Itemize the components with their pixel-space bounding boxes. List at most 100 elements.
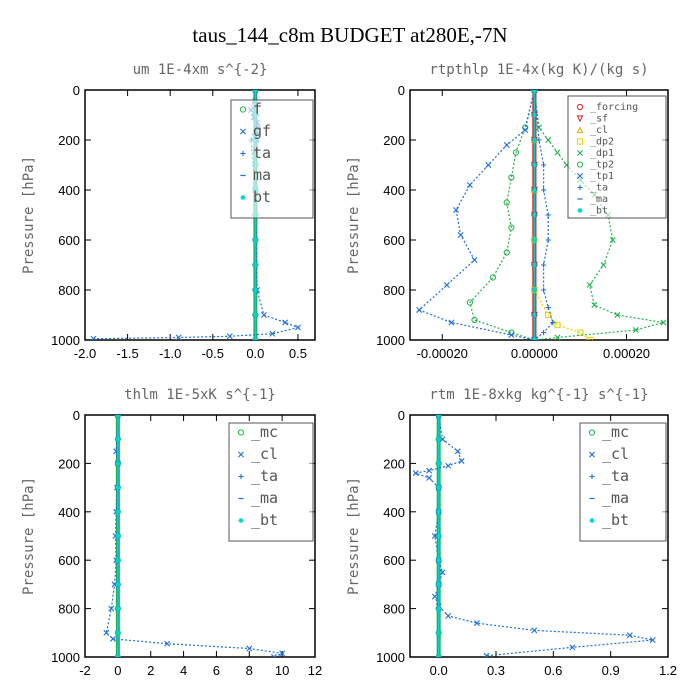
legend-marker [577, 184, 583, 191]
data-point [550, 319, 556, 326]
data-point [541, 187, 547, 193]
legend-marker [576, 138, 584, 145]
data-point [503, 199, 510, 206]
y-tick-label: 0 [73, 408, 80, 423]
data-point [600, 262, 607, 268]
series-line [418, 90, 535, 340]
legend-entry: _cl [602, 445, 629, 463]
x-tick-label: -0.00020 [417, 346, 468, 361]
data-point [439, 436, 446, 443]
series-bt [531, 90, 537, 340]
x-tick-label: 8 [246, 663, 253, 678]
legend-entry: _bt [251, 511, 278, 529]
data-point [436, 630, 442, 636]
y-tick-label: 1000 [376, 333, 405, 348]
x-tick-label: 6 [213, 663, 220, 678]
data-point [453, 207, 460, 213]
legend-entry: _mc [602, 423, 629, 441]
data-point [416, 307, 423, 313]
y-tick-label: 0 [73, 83, 80, 98]
legend-entry: _mc [251, 423, 278, 441]
legend-marker [577, 173, 583, 179]
data-point [503, 249, 510, 256]
x-tick-label: 0.9 [602, 663, 620, 678]
legend-entry: _dp1 [590, 148, 614, 159]
data-point [270, 654, 277, 657]
panel-title: rtpthlp 1E-4x(kg K)/(kg s) [429, 62, 648, 78]
data-point [531, 187, 537, 193]
data-point [164, 640, 171, 647]
legend-marker [588, 429, 596, 436]
data-point [660, 319, 667, 326]
data-point [115, 436, 121, 442]
data-point [252, 312, 258, 318]
legend-marker [240, 150, 246, 157]
data-point [269, 330, 276, 337]
data-point [471, 257, 478, 263]
legend-marker [577, 150, 583, 156]
legend-entry: _dp2 [590, 137, 614, 148]
y-tick-label: 600 [383, 553, 405, 568]
y-tick-label: 1000 [51, 650, 80, 665]
data-point [508, 224, 515, 231]
data-point [531, 90, 537, 93]
legend-entry: _ma [590, 194, 608, 205]
data-point [445, 612, 452, 619]
data-point [473, 620, 480, 627]
legend-entry: _forcing [590, 102, 638, 113]
y-tick-label: 800 [383, 602, 405, 617]
data-point [431, 533, 438, 539]
chart-panel-3: thlm 1E-5xK s^{-1} Pressure [hPa] 0 200 400 6… [21, 387, 322, 678]
series-line [413, 415, 653, 657]
legend-entry: _ta [251, 467, 278, 485]
data-point [426, 474, 433, 481]
data-point [545, 311, 552, 319]
legend: _mc _cl _ta _ma _bt [228, 422, 314, 542]
legend-box [579, 422, 667, 542]
x-tick-label: 0.5 [289, 346, 307, 361]
x-tick-label: 0.0 [430, 663, 448, 678]
plot-frame [84, 414, 316, 658]
data-point [431, 593, 438, 600]
legend-box [228, 422, 314, 542]
data-point [541, 262, 547, 268]
data-point [226, 333, 233, 340]
y-tick-label: 1000 [376, 650, 405, 665]
data-point [545, 137, 552, 143]
legend-marker [589, 451, 595, 458]
series-tp1 [416, 90, 538, 340]
data-point [522, 127, 529, 133]
x-tick-label: -2.0 [74, 346, 96, 361]
legend-marker [576, 103, 584, 111]
legend-marker [576, 161, 584, 168]
data-point [545, 212, 551, 218]
y-tick-label: 200 [58, 456, 80, 471]
x-tick-label: 0.00000 [511, 346, 558, 361]
data-point [454, 448, 461, 455]
y-tick-label: 200 [383, 133, 405, 148]
legend-entry: ma [253, 166, 271, 184]
y-tick-label: 600 [58, 553, 80, 568]
series-line [469, 90, 535, 340]
data-point [545, 304, 551, 311]
legend-marker [238, 451, 244, 458]
data-point [436, 509, 442, 515]
y-tick-label: 400 [383, 183, 405, 198]
panel-title: thlm 1E-5xK s^{-1} [124, 387, 276, 403]
y-tick-label: 0 [398, 83, 405, 98]
data-point [609, 237, 616, 243]
data-point [436, 557, 442, 563]
data-point [260, 312, 267, 318]
data-point [541, 329, 547, 336]
legend-marker [239, 106, 247, 113]
legend-entry: _cl [590, 125, 608, 136]
plot-frame [84, 89, 316, 341]
legend-marker [576, 126, 584, 134]
series-line [533, 90, 554, 340]
data-point [512, 149, 520, 156]
data-point [489, 274, 497, 281]
data-point [457, 232, 464, 238]
data-point [466, 182, 473, 188]
data-point [252, 90, 258, 93]
data-point [294, 324, 301, 331]
